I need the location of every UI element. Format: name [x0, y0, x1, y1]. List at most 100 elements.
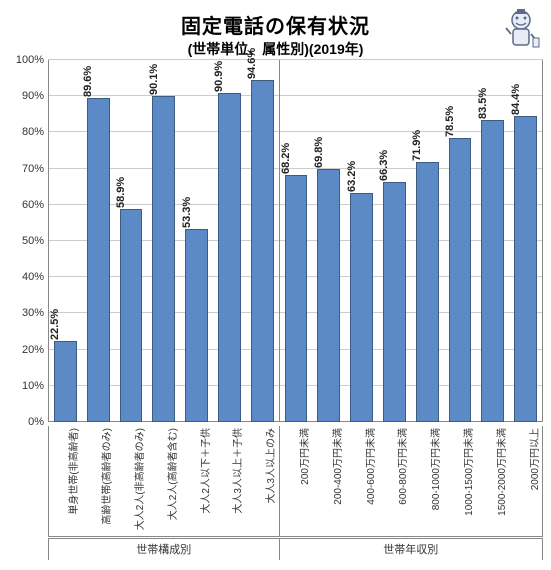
bar-value-label: 58.9%	[115, 177, 127, 208]
category-label: 大人3人以上のみ	[262, 428, 277, 504]
category-slot: 大人3人以上＋子供	[213, 426, 246, 536]
group-label-wrap: 世帯構成別	[48, 538, 280, 560]
category-label: 200-400万円未満	[329, 428, 344, 505]
category-slot: 600-800万円未満	[378, 426, 411, 536]
y-tick-label: 20%	[10, 344, 44, 356]
mascot-icon	[501, 6, 541, 57]
bar: 66.3%	[383, 182, 406, 422]
category-slot: 2000万円以上	[509, 426, 542, 536]
bar-value-label: 63.2%	[346, 161, 358, 192]
bar: 90.9%	[218, 93, 241, 422]
category-slot: 1500-2000万円未満	[476, 426, 509, 536]
category-slot: 大人2人(非高齢者のみ)	[115, 426, 148, 536]
category-label: 1500-2000万円未満	[493, 428, 508, 516]
category-label: 単身世帯(非高齢者)	[65, 428, 80, 515]
bar-value-label: 90.1%	[148, 64, 160, 95]
bar-group: 68.2% 69.8% 63.2% 66.3% 71.9% 78.5% 83.5% 84.4%	[280, 60, 543, 422]
category-slot: 400-600万円未満	[345, 426, 378, 536]
category-group: 200万円未満 200-400万円未満 400-600万円未満 600-800万円未満…	[280, 426, 543, 536]
bar-value-label: 94.6%	[246, 47, 258, 78]
bar-slot: 69.8%	[312, 60, 345, 422]
category-slot: 大人2人以下＋子供	[180, 426, 213, 536]
bar-value-label: 89.6%	[82, 65, 94, 96]
bar-value-label: 90.9%	[213, 61, 225, 92]
category-label: 大人2人(高齢者含む)	[164, 428, 179, 520]
bars-row: 22.5% 89.6% 58.9% 90.1% 53.3% 90.9% 94.6% 68.2%…	[48, 60, 543, 422]
divider	[48, 536, 543, 537]
bar-slot: 68.2%	[280, 60, 313, 422]
bar: 89.6%	[87, 98, 110, 422]
category-slot: 200万円未満	[280, 426, 313, 536]
y-tick-label: 40%	[10, 271, 44, 283]
bar: 90.1%	[152, 96, 175, 422]
y-tick-label: 60%	[10, 199, 44, 211]
bar-slot: 90.9%	[213, 60, 246, 422]
x-group-labels: 世帯構成別世帯年収別	[48, 538, 543, 560]
category-label: 2000万円以上	[526, 428, 541, 490]
bar: 83.5%	[481, 120, 504, 422]
category-label: 1000-1500万円未満	[460, 428, 475, 516]
bar: 63.2%	[350, 193, 373, 422]
bar-value-label: 66.3%	[378, 150, 390, 181]
y-tick-label: 50%	[10, 235, 44, 247]
category-label: 大人2人以下＋子供	[197, 428, 212, 514]
group-label-wrap: 世帯年収別	[280, 538, 543, 560]
y-tick-label: 0%	[10, 416, 44, 428]
category-slot: 大人3人以上のみ	[246, 426, 279, 536]
bar-slot: 94.6%	[246, 60, 279, 422]
category-label: 400-600万円未満	[362, 428, 377, 505]
category-label: 600-800万円未満	[394, 428, 409, 505]
chart-subtitle: (世帯単位、属性別)(2019年)	[6, 39, 545, 59]
category-slot: 800-1000万円未満	[411, 426, 444, 536]
group-label: 世帯構成別	[49, 538, 279, 560]
group-label: 世帯年収別	[280, 538, 542, 560]
category-slot: 高齢世帯(高齢者のみ)	[82, 426, 115, 536]
category-slot: 単身世帯(非高齢者)	[49, 426, 82, 536]
bar-slot: 90.1%	[147, 60, 180, 422]
bar: 84.4%	[514, 116, 537, 422]
category-label: 200万円未満	[296, 428, 311, 485]
y-tick-label: 70%	[10, 163, 44, 175]
category-label: 高齢世帯(高齢者のみ)	[98, 428, 113, 525]
bar-slot: 58.9%	[115, 60, 148, 422]
bar-slot: 83.5%	[476, 60, 509, 422]
bar-slot: 78.5%	[444, 60, 477, 422]
bar-slot: 84.4%	[509, 60, 542, 422]
y-tick-label: 80%	[10, 126, 44, 138]
category-slot: 大人2人(高齢者含む)	[147, 426, 180, 536]
y-tick-label: 90%	[10, 90, 44, 102]
bar-slot: 89.6%	[82, 60, 115, 422]
bar-value-label: 78.5%	[444, 106, 456, 137]
category-label: 大人2人(非高齢者のみ)	[131, 428, 146, 530]
bar-value-label: 22.5%	[49, 308, 61, 339]
bar-value-label: 69.8%	[313, 137, 325, 168]
bar-slot: 53.3%	[180, 60, 213, 422]
category-slot: 1000-1500万円未満	[444, 426, 477, 536]
bar-slot: 71.9%	[411, 60, 444, 422]
bar: 69.8%	[317, 169, 340, 422]
bar: 71.9%	[416, 162, 439, 422]
bar: 78.5%	[449, 138, 472, 422]
category-group: 単身世帯(非高齢者) 高齢世帯(高齢者のみ) 大人2人(非高齢者のみ) 大人2人(高齢…	[48, 426, 280, 536]
bar-slot: 22.5%	[49, 60, 82, 422]
category-label: 800-1000万円未満	[427, 428, 442, 510]
bar: 94.6%	[251, 80, 274, 422]
bar: 22.5%	[54, 341, 77, 422]
bar: 58.9%	[120, 209, 143, 422]
category-label: 大人3人以上＋子供	[229, 428, 244, 514]
bar-value-label: 71.9%	[411, 130, 423, 161]
bar: 68.2%	[285, 175, 308, 422]
bar-slot: 66.3%	[378, 60, 411, 422]
y-tick-label: 100%	[10, 54, 44, 66]
chart-container: 固定電話の保有状況 (世帯単位、属性別)(2019年) 22.5%89.6%58…	[0, 0, 551, 570]
bar-value-label: 83.5%	[477, 88, 489, 119]
bar-group: 22.5% 89.6% 58.9% 90.1% 53.3% 90.9% 94.6%	[48, 60, 280, 422]
y-tick-label: 10%	[10, 380, 44, 392]
bar-slot: 63.2%	[345, 60, 378, 422]
plot-area: 22.5% 89.6% 58.9% 90.1% 53.3% 90.9% 94.6% 68.2%…	[48, 60, 543, 422]
title-block: 固定電話の保有状況 (世帯単位、属性別)(2019年)	[6, 6, 545, 59]
bar-value-label: 68.2%	[280, 143, 292, 174]
bar-value-label: 84.4%	[510, 84, 522, 115]
bar-value-label: 53.3%	[181, 197, 193, 228]
chart-title: 固定電話の保有状況	[6, 10, 545, 39]
